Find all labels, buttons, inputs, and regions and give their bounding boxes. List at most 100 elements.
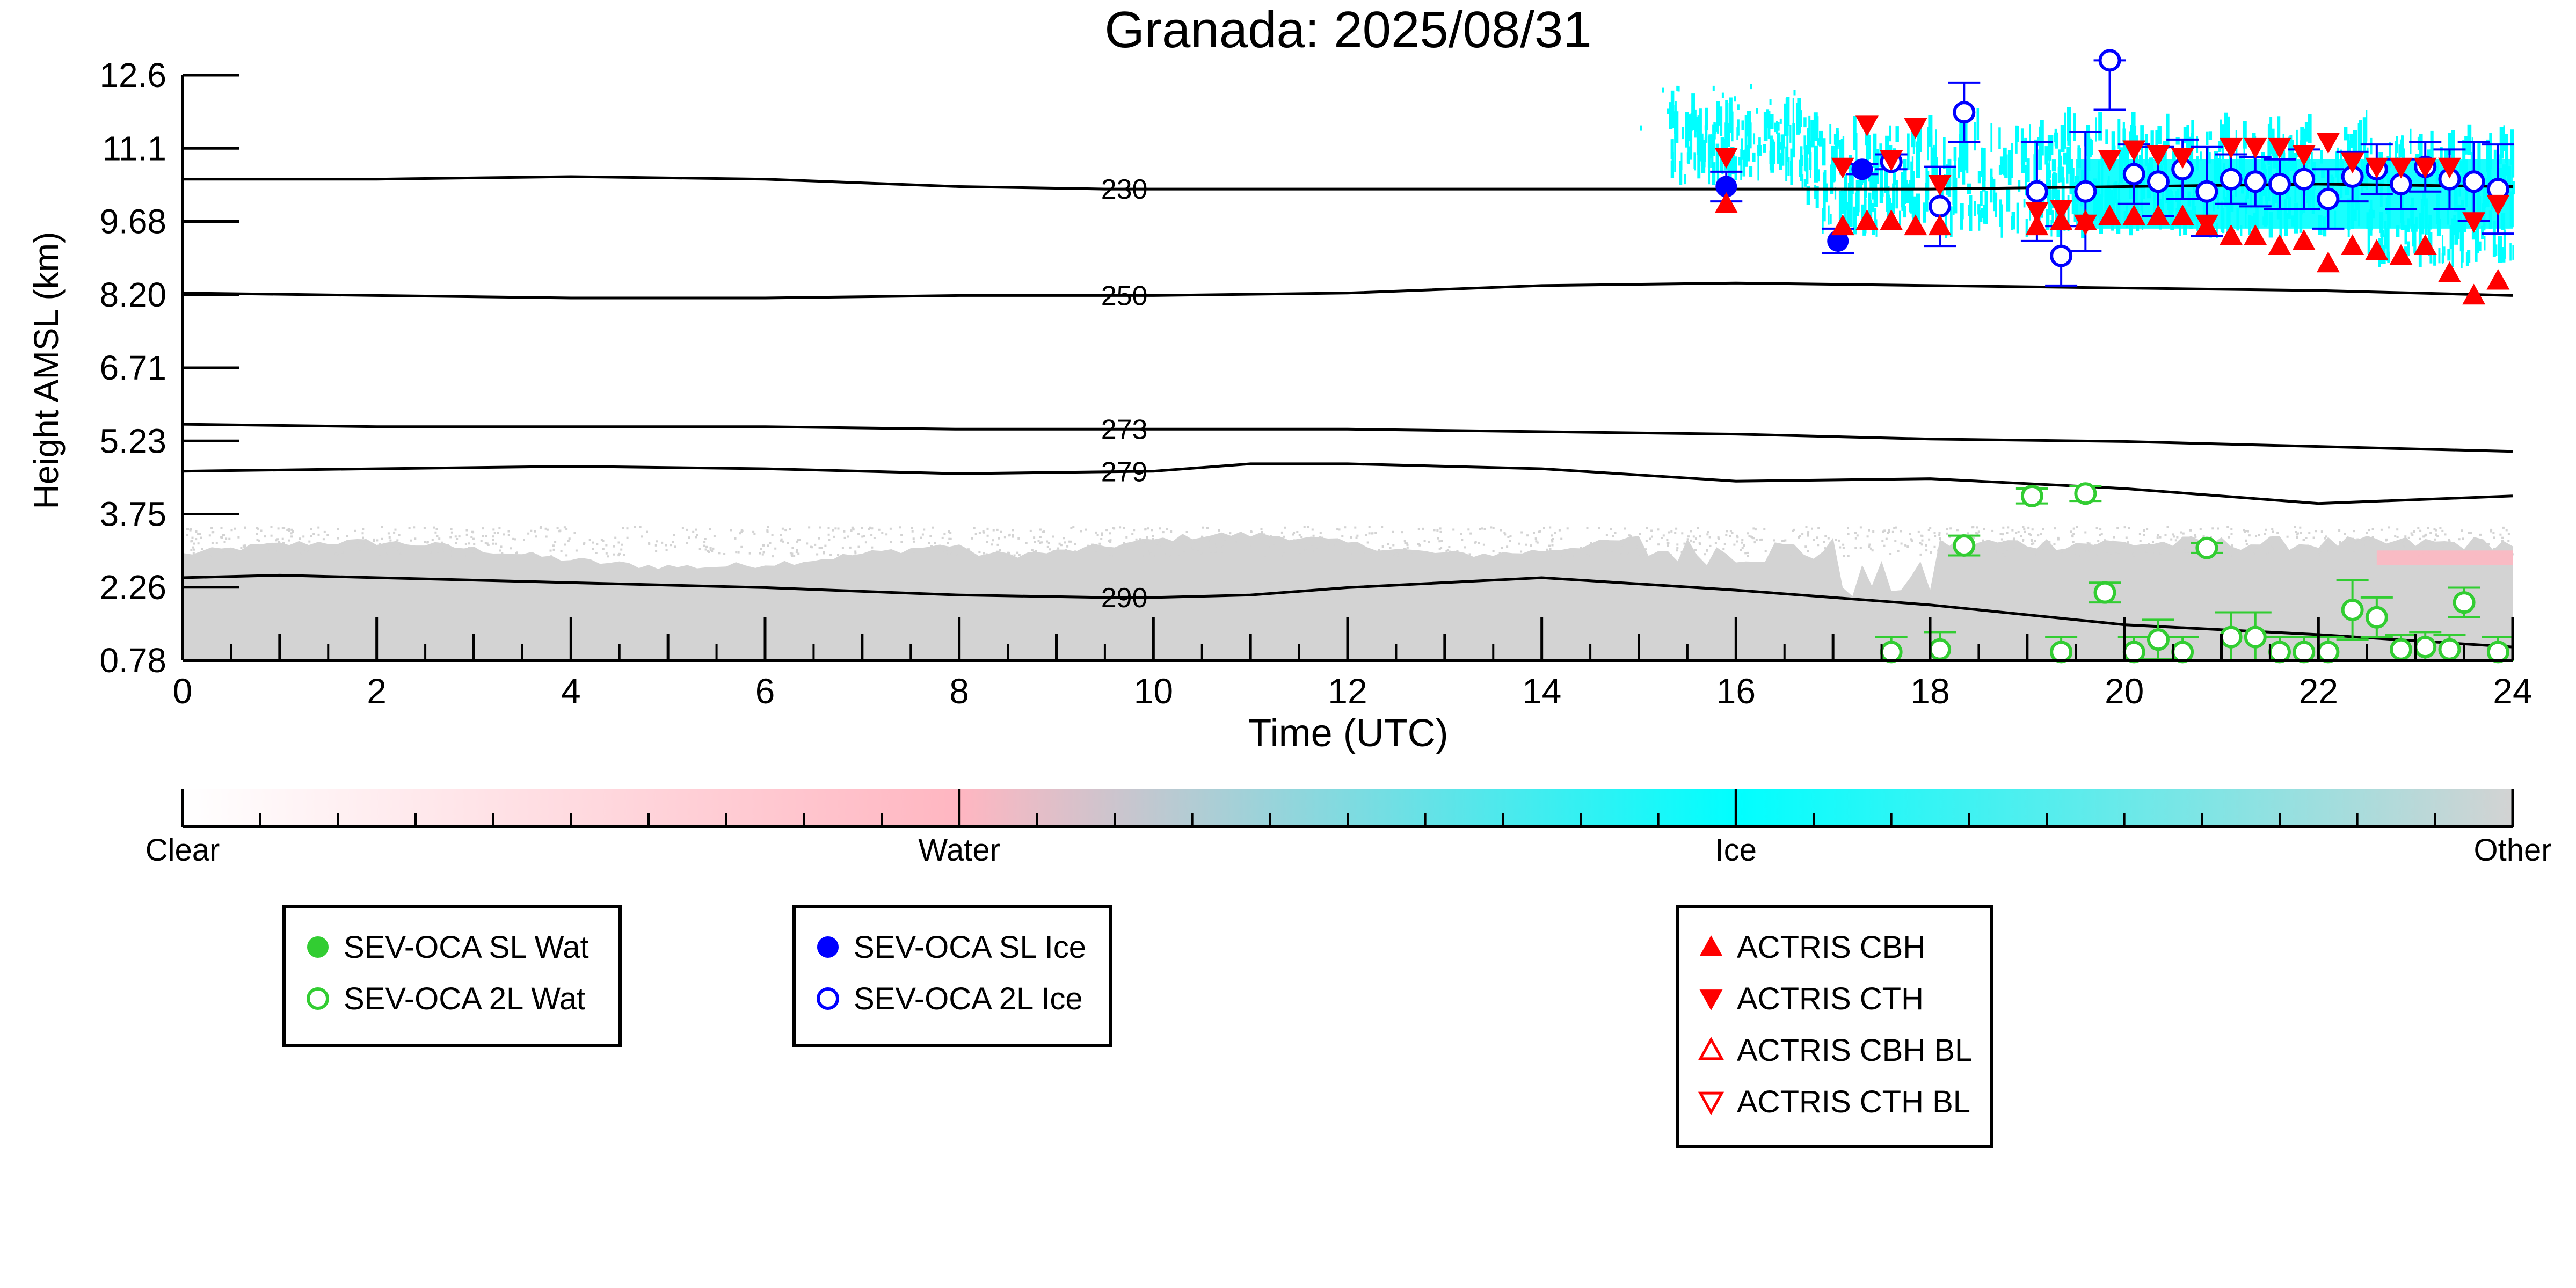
x-tick-label: 0 xyxy=(173,671,193,711)
other-speckle xyxy=(1349,553,1352,555)
other-speckle xyxy=(2113,536,2115,539)
other-speckle xyxy=(424,541,426,543)
legend-item: ACTRIS CBH xyxy=(1695,921,1925,973)
ice-streak xyxy=(1912,171,1915,189)
other-speckle xyxy=(1202,526,1204,529)
ice-streak xyxy=(1836,128,1839,149)
ice-streak xyxy=(1833,158,1836,182)
other-speckle xyxy=(1909,533,1911,535)
other-speckle xyxy=(885,533,888,536)
other-speckle xyxy=(767,526,769,528)
other-speckle xyxy=(932,526,934,529)
other-speckle xyxy=(2191,554,2193,557)
other-speckle xyxy=(2011,550,2013,552)
ice-streak xyxy=(2448,133,2453,155)
ice-streak xyxy=(1962,145,1967,158)
ice-streak xyxy=(1708,151,1711,185)
ice-streak xyxy=(1855,192,1859,201)
legend-item: ACTRIS CTH xyxy=(1695,973,1924,1024)
other-speckle xyxy=(2470,532,2472,534)
other-speckle xyxy=(1300,550,1302,552)
other-speckle xyxy=(1917,530,1920,533)
ice-fleck xyxy=(1737,104,1740,110)
other-speckle xyxy=(2248,534,2251,537)
other-speckle xyxy=(1881,540,1884,542)
other-speckle xyxy=(1316,544,1319,546)
other-speckle xyxy=(1095,547,1097,549)
other-speckle xyxy=(359,550,361,553)
data-point xyxy=(2220,137,2243,159)
other-speckle xyxy=(857,545,860,548)
other-speckle xyxy=(1335,554,1337,556)
other-speckle xyxy=(1872,530,1875,533)
ice-streak xyxy=(1767,111,1771,139)
ice-streak xyxy=(1753,133,1756,145)
other-speckle xyxy=(737,551,740,554)
ice-streak xyxy=(1873,133,1877,164)
other-speckle xyxy=(1560,537,1563,540)
chart-title: Granada: 2025/08/31 xyxy=(1104,1,1591,59)
other-speckle xyxy=(854,552,857,555)
other-speckle xyxy=(912,537,915,540)
other-speckle xyxy=(871,550,874,553)
data-point xyxy=(2390,638,2413,661)
other-speckle xyxy=(1046,545,1049,548)
other-speckle xyxy=(2280,554,2282,556)
other-speckle xyxy=(1392,530,1394,533)
other-speckle xyxy=(354,529,356,532)
other-speckle xyxy=(718,552,721,555)
ice-streak xyxy=(2117,119,2121,149)
other-speckle xyxy=(234,527,236,530)
other-speckle xyxy=(613,553,615,556)
other-speckle xyxy=(2030,539,2033,541)
ice-streak xyxy=(2046,209,2050,230)
other-speckle xyxy=(373,538,375,541)
ice-streak xyxy=(1763,112,1768,141)
other-speckle xyxy=(2042,528,2044,530)
ice-streak xyxy=(1748,122,1750,147)
other-speckle xyxy=(1194,541,1197,544)
ice-streak xyxy=(2512,245,2514,260)
other-speckle xyxy=(1326,547,1328,549)
other-speckle xyxy=(2112,540,2114,543)
other-speckle xyxy=(863,535,865,537)
ice-streak xyxy=(2057,166,2060,183)
y-tick-label: 2.26 xyxy=(99,568,166,607)
other-speckle xyxy=(279,555,281,557)
other-speckle xyxy=(2327,550,2330,552)
other-speckle xyxy=(1012,534,1014,536)
other-speckle xyxy=(1983,528,1985,530)
other-speckle xyxy=(696,534,698,536)
other-speckle xyxy=(2011,529,2014,532)
ice-streak xyxy=(2049,151,2052,161)
other-speckle xyxy=(2448,541,2451,544)
data-point xyxy=(2146,628,2170,651)
ice-streak xyxy=(2226,116,2230,148)
other-speckle xyxy=(851,526,854,529)
ice-streak xyxy=(1700,133,1704,166)
other-speckle xyxy=(1234,541,1237,544)
other-speckle xyxy=(455,542,457,544)
other-speckle xyxy=(2339,542,2341,545)
other-speckle xyxy=(527,532,530,535)
other-speckle xyxy=(2002,526,2005,529)
other-speckle xyxy=(1510,555,1512,557)
other-speckle xyxy=(1906,545,1909,548)
ice-streak xyxy=(1777,122,1780,131)
ice-streak xyxy=(1689,125,1693,160)
other-speckle xyxy=(1539,530,1541,533)
other-speckle xyxy=(1445,550,1448,552)
other-speckle xyxy=(318,554,321,557)
other-speckle xyxy=(1753,541,1756,544)
other-speckle xyxy=(1224,536,1226,539)
legend-marker-triangle-up xyxy=(1699,935,1723,956)
ice-streak xyxy=(1931,147,1935,178)
other-speckle xyxy=(2434,529,2437,532)
other-speckle xyxy=(1101,532,1103,535)
other-speckle xyxy=(1144,547,1146,550)
other-speckle xyxy=(1003,536,1006,539)
other-speckle xyxy=(1755,539,1758,541)
data-point xyxy=(2292,229,2316,250)
other-speckle xyxy=(2492,532,2495,534)
other-speckle xyxy=(1933,532,1936,534)
